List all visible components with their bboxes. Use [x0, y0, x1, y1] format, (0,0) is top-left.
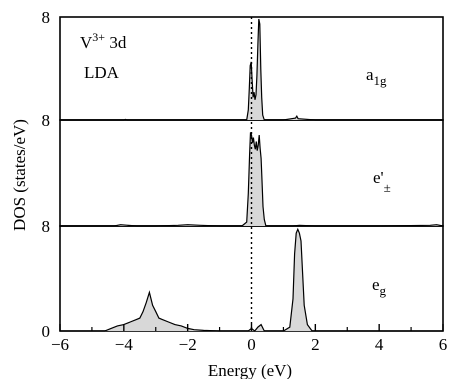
x-tick-label: 4	[375, 335, 384, 354]
annotation-method: LDA	[84, 63, 120, 82]
x-tick-label: −6	[51, 335, 69, 354]
x-axis-label: Energy (eV)	[208, 361, 292, 379]
y-axis-ticks: 8 8 8 0	[42, 8, 51, 341]
y-tick-label: 8	[42, 111, 51, 130]
x-axis: −6 −4 −2 0 2 4 6	[51, 324, 447, 354]
dos-line-a1g	[60, 18, 443, 121]
x-tick-label: 2	[311, 335, 320, 354]
dos-line-eg	[60, 227, 443, 332]
x-tick-label: −4	[115, 335, 134, 354]
annotation-ion: V3+ 3d	[80, 30, 127, 52]
dos-line-e_pm	[60, 132, 444, 227]
y-tick-label: 0	[42, 322, 51, 341]
y-axis-label: DOS (states/eV)	[10, 119, 29, 231]
annotation-ion-text: V3+ 3d	[80, 30, 127, 52]
orbital-label-a1g: a1g	[366, 65, 387, 88]
y-tick-label: 8	[42, 217, 51, 236]
x-tick-label: 6	[439, 335, 448, 354]
orbital-label-e-pm: e'±	[373, 168, 391, 195]
ion-orbital: 3d	[105, 33, 127, 52]
ion-charge: 3+	[92, 30, 105, 44]
ion-symbol: V	[80, 33, 93, 52]
dos-fill-e_pm	[60, 132, 443, 226]
x-tick-label: 0	[247, 335, 256, 354]
dos-fill-eg	[60, 229, 443, 331]
dos-curves	[60, 18, 444, 332]
x-tick-label: −2	[179, 335, 197, 354]
orbital-label-eg: eg	[372, 275, 387, 298]
y-tick-label: 8	[42, 8, 51, 27]
